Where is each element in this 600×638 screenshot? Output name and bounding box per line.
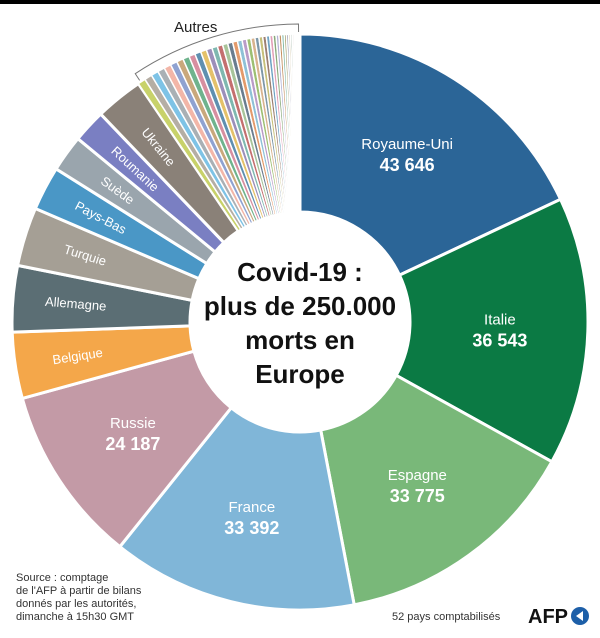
source-line: donnés par les autorités, bbox=[16, 598, 137, 610]
slice-value: 33 775 bbox=[390, 486, 445, 506]
slice-value: 36 543 bbox=[472, 331, 527, 351]
slice-label: France bbox=[228, 499, 275, 516]
chart-title-line: plus de 250.000 bbox=[204, 291, 396, 321]
afp-logo-text: AFP bbox=[528, 606, 568, 628]
countries-count: 52 pays comptabilisés bbox=[392, 611, 501, 623]
donut-hole bbox=[190, 212, 410, 432]
afp-logo: AFP bbox=[528, 606, 589, 628]
source-line: Source : comptage bbox=[16, 572, 109, 584]
slice-value: 24 187 bbox=[105, 434, 160, 454]
chart-title-line: Europe bbox=[255, 359, 345, 389]
slice-label: Royaume-Uni bbox=[361, 136, 453, 153]
slice-value: 33 392 bbox=[224, 518, 279, 538]
source-line: dimanche à 15h30 GMT bbox=[16, 611, 135, 623]
slice-label: Allemagne bbox=[45, 294, 107, 314]
source-note: Source : comptage de l'AFP à partir de b… bbox=[16, 572, 166, 624]
slice-label: Espagne bbox=[388, 467, 447, 484]
chart-title-line: morts en bbox=[245, 325, 355, 355]
others-bracket bbox=[134, 23, 300, 81]
others-label: Autres bbox=[174, 19, 217, 36]
source-line: de l'AFP à partir de bilans bbox=[16, 585, 142, 597]
top-border bbox=[0, 0, 600, 4]
slice-label: Italie bbox=[484, 312, 516, 329]
slice-others-segment bbox=[298, 33, 301, 213]
slice-label: Russie bbox=[110, 415, 156, 432]
chart-title-line: Covid-19 : bbox=[237, 257, 363, 287]
slice-value: 43 646 bbox=[380, 155, 435, 175]
